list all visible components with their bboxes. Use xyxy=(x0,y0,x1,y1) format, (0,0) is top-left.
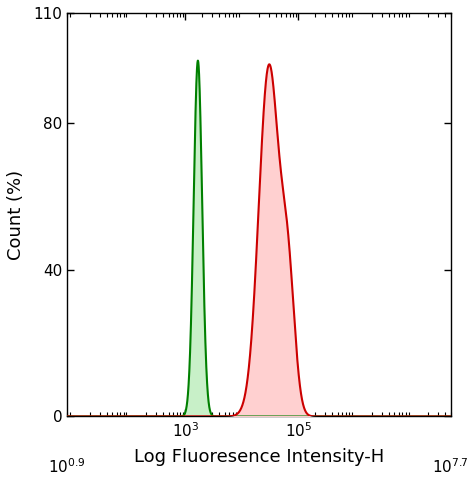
Text: $10^{7.7}$: $10^{7.7}$ xyxy=(432,457,469,476)
X-axis label: Log Fluoresence Intensity-H: Log Fluoresence Intensity-H xyxy=(134,448,384,467)
Text: $10^{0.9}$: $10^{0.9}$ xyxy=(48,457,86,476)
Y-axis label: Count (%): Count (%) xyxy=(7,170,25,260)
